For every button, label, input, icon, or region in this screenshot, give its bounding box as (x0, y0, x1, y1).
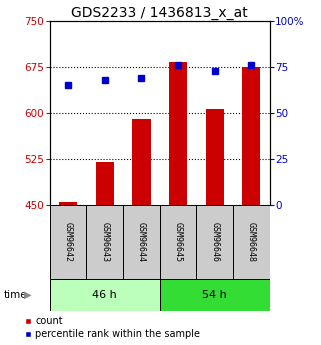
Text: GSM96643: GSM96643 (100, 223, 109, 262)
Text: GSM96648: GSM96648 (247, 223, 256, 262)
Bar (132, 119, 151, 205)
Bar (59, 202, 77, 205)
Bar (50, 279, 160, 311)
Text: GSM96646: GSM96646 (210, 223, 219, 262)
Bar (233, 205, 270, 279)
Bar (96, 162, 114, 205)
Title: GDS2233 / 1436813_x_at: GDS2233 / 1436813_x_at (71, 6, 248, 20)
Text: 54 h: 54 h (202, 290, 227, 300)
Bar (160, 279, 270, 311)
Bar (205, 109, 224, 205)
Text: GSM96645: GSM96645 (174, 223, 183, 262)
Bar (169, 62, 187, 205)
Bar (123, 205, 160, 279)
Text: ▶: ▶ (24, 290, 31, 300)
Bar (196, 205, 233, 279)
Text: GSM96644: GSM96644 (137, 223, 146, 262)
Text: time: time (3, 290, 27, 300)
Text: 46 h: 46 h (92, 290, 117, 300)
Bar (50, 205, 86, 279)
Legend: count, percentile rank within the sample: count, percentile rank within the sample (21, 313, 204, 343)
Bar (160, 205, 196, 279)
Text: GSM96642: GSM96642 (64, 223, 73, 262)
Bar (86, 205, 123, 279)
Bar (242, 67, 260, 205)
